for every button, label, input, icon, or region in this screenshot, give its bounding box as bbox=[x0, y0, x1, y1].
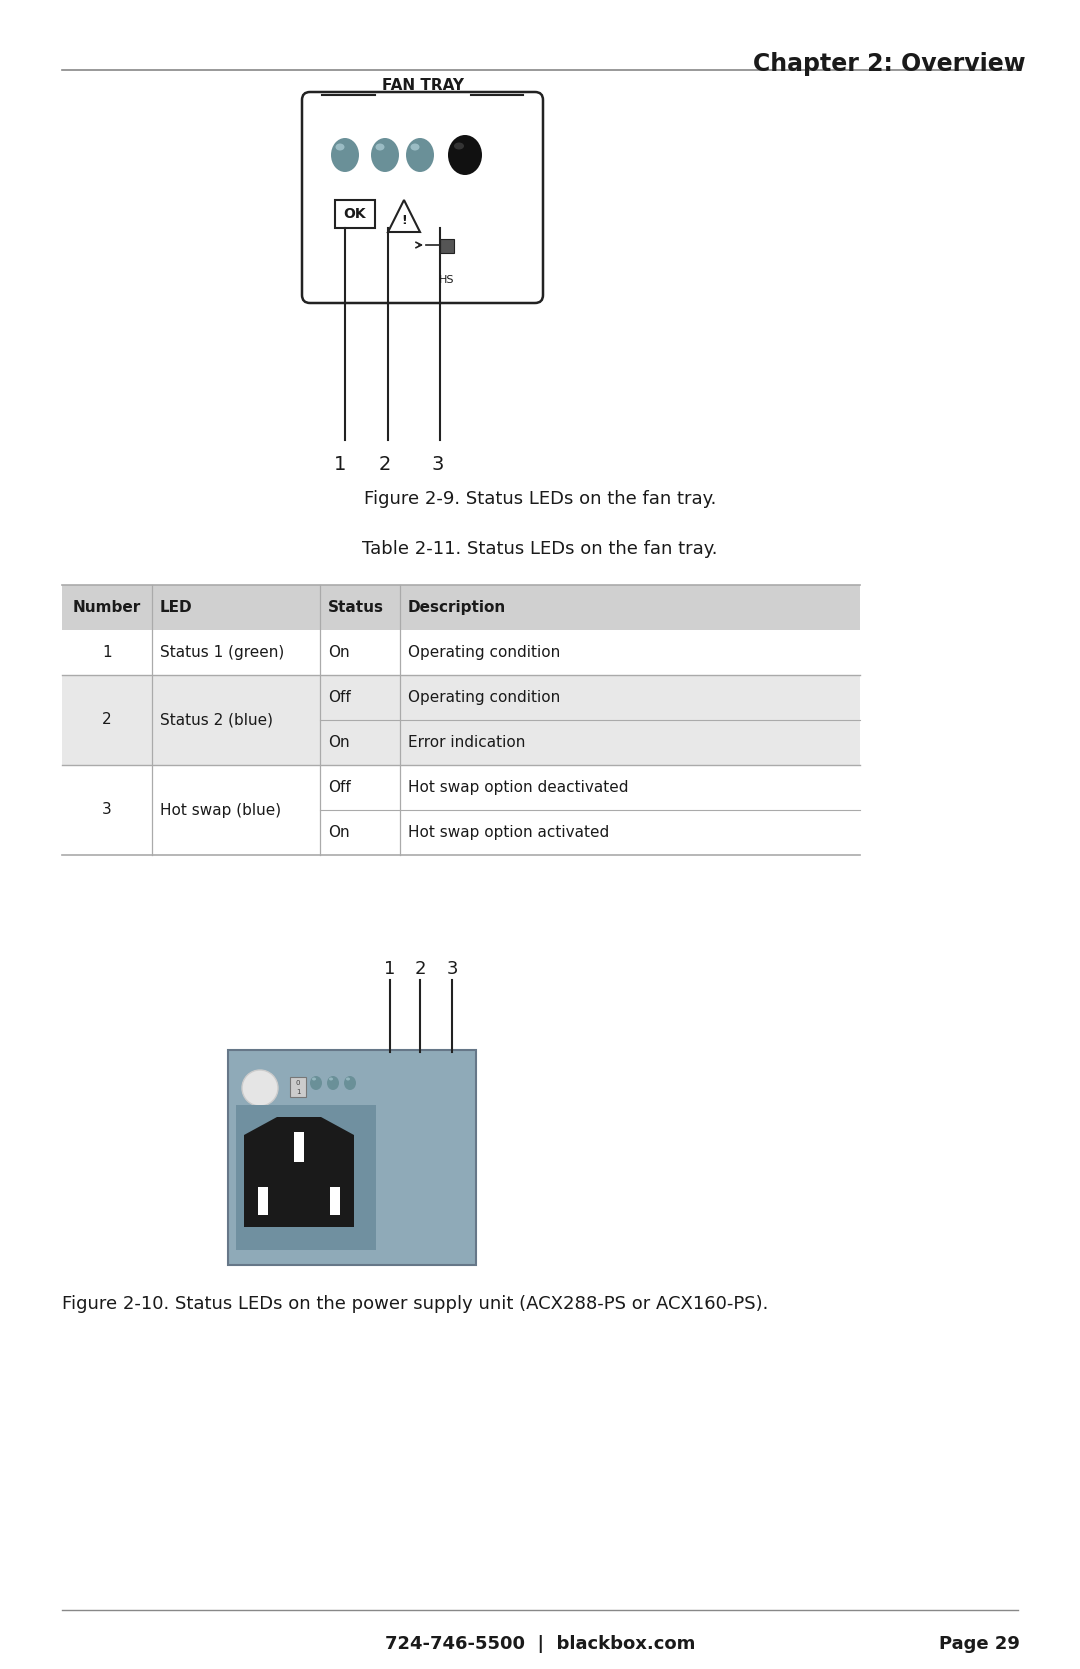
Bar bbox=[291, 1077, 306, 1097]
Bar bbox=[62, 674, 860, 764]
Text: On: On bbox=[328, 824, 350, 840]
Text: Hot swap option activated: Hot swap option activated bbox=[408, 824, 609, 840]
Text: Hot swap option deactivated: Hot swap option deactivated bbox=[408, 779, 629, 794]
Text: 1: 1 bbox=[334, 456, 347, 474]
Text: On: On bbox=[328, 644, 350, 659]
Text: Page 29: Page 29 bbox=[940, 1636, 1020, 1652]
Text: Description: Description bbox=[408, 599, 507, 614]
Bar bbox=[62, 764, 860, 855]
Ellipse shape bbox=[345, 1077, 356, 1090]
Text: 3: 3 bbox=[432, 456, 444, 474]
Text: Status 2 (blue): Status 2 (blue) bbox=[160, 713, 273, 728]
Text: 1: 1 bbox=[103, 644, 112, 659]
Ellipse shape bbox=[312, 1078, 316, 1080]
Text: Hot swap (blue): Hot swap (blue) bbox=[160, 803, 281, 818]
Ellipse shape bbox=[448, 135, 482, 175]
Ellipse shape bbox=[346, 1078, 350, 1080]
Text: 2: 2 bbox=[415, 960, 426, 978]
Bar bbox=[258, 1187, 268, 1215]
Text: On: On bbox=[328, 734, 350, 749]
Ellipse shape bbox=[376, 144, 384, 150]
Text: Off: Off bbox=[328, 689, 351, 704]
Text: Figure 2-9. Status LEDs on the fan tray.: Figure 2-9. Status LEDs on the fan tray. bbox=[364, 491, 716, 507]
Text: 1: 1 bbox=[296, 1088, 300, 1095]
Text: 2: 2 bbox=[379, 456, 391, 474]
Ellipse shape bbox=[372, 139, 399, 172]
Text: Off: Off bbox=[328, 779, 351, 794]
Bar bbox=[62, 629, 860, 674]
Text: FAN TRAY: FAN TRAY bbox=[381, 78, 463, 93]
Text: 0: 0 bbox=[296, 1080, 300, 1087]
Text: Status: Status bbox=[328, 599, 384, 614]
Bar bbox=[330, 1187, 340, 1215]
Text: Number: Number bbox=[72, 599, 141, 614]
Text: OK: OK bbox=[343, 207, 366, 220]
Text: Operating condition: Operating condition bbox=[408, 644, 561, 659]
Bar bbox=[62, 586, 860, 629]
Bar bbox=[335, 200, 375, 229]
Bar bbox=[294, 1132, 303, 1162]
Ellipse shape bbox=[329, 1078, 333, 1080]
Text: 3: 3 bbox=[103, 803, 112, 818]
Ellipse shape bbox=[410, 144, 419, 150]
Ellipse shape bbox=[336, 144, 345, 150]
Bar bbox=[228, 1050, 476, 1265]
Text: Table 2-11. Status LEDs on the fan tray.: Table 2-11. Status LEDs on the fan tray. bbox=[362, 541, 718, 557]
Text: 3: 3 bbox=[446, 960, 458, 978]
Text: Error indication: Error indication bbox=[408, 734, 525, 749]
Bar bbox=[440, 239, 454, 254]
Text: 724-746-5500  |  blackbox.com: 724-746-5500 | blackbox.com bbox=[384, 1636, 696, 1652]
Text: Status 1 (green): Status 1 (green) bbox=[160, 644, 284, 659]
Circle shape bbox=[242, 1070, 278, 1107]
FancyBboxPatch shape bbox=[302, 92, 543, 304]
Text: Operating condition: Operating condition bbox=[408, 689, 561, 704]
Text: HS: HS bbox=[440, 275, 455, 285]
Text: Figure 2-10. Status LEDs on the power supply unit (ACX288-PS or ACX160-PS).: Figure 2-10. Status LEDs on the power su… bbox=[62, 1295, 768, 1314]
Ellipse shape bbox=[454, 142, 464, 150]
Ellipse shape bbox=[406, 139, 434, 172]
Ellipse shape bbox=[310, 1077, 322, 1090]
Text: 2: 2 bbox=[103, 713, 112, 728]
Text: LED: LED bbox=[160, 599, 192, 614]
Polygon shape bbox=[244, 1117, 354, 1227]
Ellipse shape bbox=[330, 139, 359, 172]
Ellipse shape bbox=[327, 1077, 339, 1090]
Text: 1: 1 bbox=[384, 960, 395, 978]
Bar bbox=[237, 1105, 376, 1250]
Text: !: ! bbox=[401, 214, 407, 227]
Polygon shape bbox=[388, 200, 420, 232]
Text: Chapter 2: Overview: Chapter 2: Overview bbox=[754, 52, 1026, 77]
